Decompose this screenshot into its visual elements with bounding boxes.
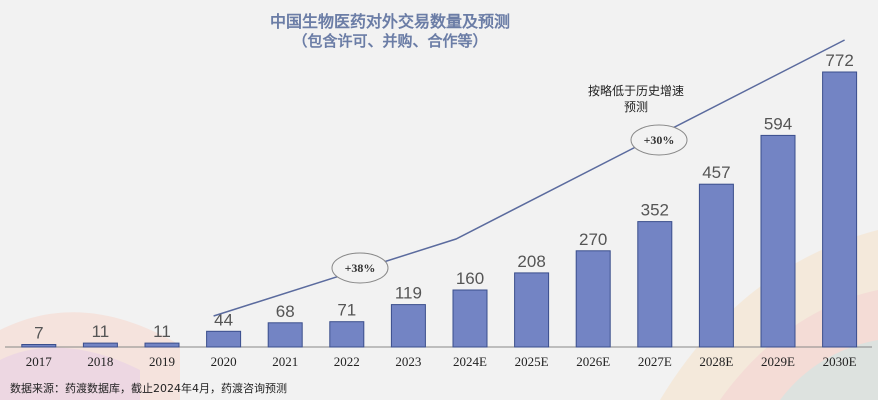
x-tick-label-2030E: 2030E	[823, 354, 857, 369]
value-label-2025E: 208	[517, 252, 545, 271]
value-label-2030E: 772	[825, 51, 853, 70]
value-label-2023: 119	[395, 284, 422, 303]
bar-2027E	[637, 221, 673, 348]
chart-title: 中国生物医药对外交易数量及预测	[269, 12, 510, 31]
x-tick-label-2028E: 2028E	[699, 354, 733, 369]
bar-2022	[329, 321, 365, 348]
forecast-note-line2: 预测	[624, 100, 648, 114]
x-tick-label-2027E: 2027E	[638, 354, 672, 369]
x-tick-label-2026E: 2026E	[576, 354, 610, 369]
growth-ellipse-1	[331, 252, 389, 284]
bar-2025E	[514, 272, 550, 348]
value-label-2017: 7	[34, 324, 43, 343]
x-tick-label-2025E: 2025E	[515, 354, 549, 369]
value-label-2021: 68	[276, 302, 295, 321]
chart-subtitle: （包含许可、并购、合作等）	[292, 32, 488, 50]
data-source-note: 数据来源：药渡数据库，截止2024年4月，药渡咨询预测	[10, 382, 287, 395]
bar-2026E	[575, 250, 611, 348]
value-label-2027E: 352	[641, 201, 669, 220]
bar-2029E	[760, 134, 796, 348]
value-label-2026E: 270	[579, 230, 607, 249]
value-label-2029E: 594	[764, 114, 792, 133]
bar-2017	[21, 344, 57, 348]
forecast-note-line1: 按略低于历史增速	[588, 83, 684, 98]
x-tick-label-2022: 2022	[334, 354, 360, 369]
value-label-2024E: 160	[456, 269, 484, 288]
x-tick-label-2019: 2019	[149, 354, 175, 369]
x-tick-label-2021: 2021	[272, 354, 298, 369]
bar-2028E	[698, 183, 734, 348]
x-tick-label-2024E: 2024E	[453, 354, 487, 369]
growth-label-1: +38%	[345, 261, 376, 275]
trend-line	[213, 39, 845, 317]
bar-2021	[267, 322, 303, 348]
x-tick-label-2017: 2017	[26, 354, 53, 369]
value-label-2018: 11	[92, 322, 110, 341]
value-label-2019: 11	[153, 322, 171, 341]
bar-2024E	[452, 289, 488, 348]
bar-2030E	[822, 71, 858, 348]
bar-2023	[390, 304, 426, 348]
x-tick-label-2020: 2020	[211, 354, 237, 369]
bar-2018	[82, 342, 118, 348]
bar-2020	[206, 330, 242, 348]
value-label-2028E: 457	[702, 163, 730, 182]
bar-2019	[144, 342, 180, 348]
growth-label-2: +30%	[644, 133, 675, 147]
growth-ellipse-2	[630, 124, 688, 156]
x-tick-label-2029E: 2029E	[761, 354, 795, 369]
value-label-2022: 71	[337, 301, 356, 320]
x-tick-label-2018: 2018	[87, 354, 113, 369]
x-tick-label-2023: 2023	[395, 354, 421, 369]
